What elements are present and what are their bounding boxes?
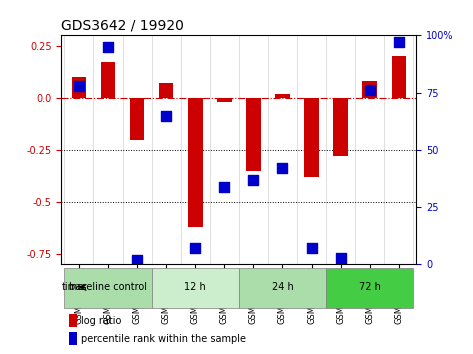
Point: [366, 87, 374, 93]
Bar: [159, 83, 174, 98]
Point: [220, 184, 228, 189]
FancyBboxPatch shape: [152, 268, 239, 308]
Bar: [275, 94, 290, 98]
Bar: [246, 98, 261, 171]
Bar: [333, 98, 348, 156]
FancyBboxPatch shape: [239, 268, 326, 308]
Point: [250, 177, 257, 183]
FancyBboxPatch shape: [64, 268, 152, 308]
Point: [133, 257, 141, 263]
Text: 12 h: 12 h: [184, 282, 206, 292]
Bar: [69, 332, 78, 345]
Text: 24 h: 24 h: [272, 282, 293, 292]
Bar: [362, 81, 377, 98]
Text: time: time: [62, 282, 84, 292]
Point: [104, 44, 112, 50]
Bar: [101, 62, 115, 98]
FancyBboxPatch shape: [326, 268, 413, 308]
Text: 72 h: 72 h: [359, 282, 381, 292]
Text: baseline control: baseline control: [69, 282, 147, 292]
Text: GDS3642 / 19920: GDS3642 / 19920: [61, 19, 184, 33]
Bar: [188, 98, 202, 227]
Text: percentile rank within the sample: percentile rank within the sample: [81, 334, 246, 344]
Bar: [130, 98, 144, 139]
Point: [162, 113, 170, 118]
Point: [308, 246, 315, 251]
Point: [192, 246, 199, 251]
Bar: [69, 314, 78, 327]
Bar: [392, 56, 406, 98]
Point: [395, 39, 403, 45]
Point: [337, 255, 344, 261]
Bar: [304, 98, 319, 177]
Point: [75, 83, 83, 88]
Bar: [72, 77, 86, 98]
Bar: [217, 98, 232, 102]
Text: log ratio: log ratio: [81, 315, 122, 326]
Point: [279, 165, 286, 171]
